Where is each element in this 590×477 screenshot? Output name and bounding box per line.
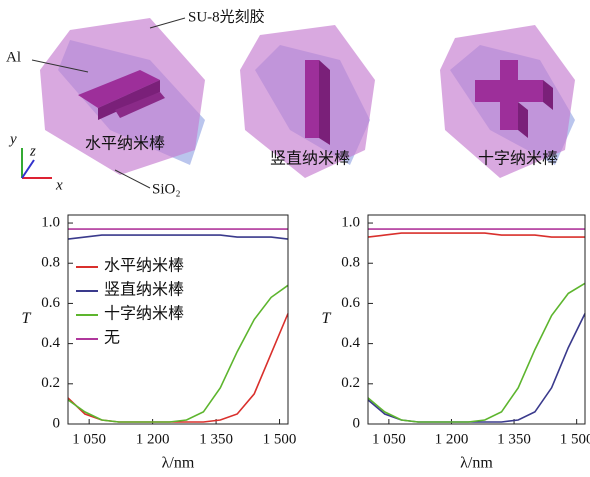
- x-tick-label: 1 050: [72, 431, 106, 447]
- y-tick-label: 0: [53, 415, 61, 431]
- legend-label: 十字纳米棒: [104, 305, 184, 323]
- x-tick-label: 1 200: [136, 431, 170, 447]
- series-line: [368, 233, 585, 237]
- y-tick-label: 1.0: [41, 214, 60, 230]
- y-tick-label: 0.4: [341, 335, 360, 351]
- series-line: [368, 283, 585, 422]
- x-tick-label: 1 350: [199, 431, 233, 447]
- label: Al: [6, 49, 21, 65]
- x-axis-label: λ/nm: [460, 455, 493, 472]
- y-tick-label: 0.6: [41, 295, 60, 311]
- legend-label: 竖直纳米棒: [104, 281, 184, 299]
- x-tick-label: 1 050: [372, 431, 406, 447]
- leader: [115, 170, 150, 188]
- y-tick-label: 0.6: [341, 295, 360, 311]
- page: SU-8光刻胶 Al SiO₂ x y z 水平纳米棒 竖直纳米棒 十字纳米棒 …: [0, 0, 590, 477]
- axis-label: y: [8, 131, 17, 147]
- figure: SU-8光刻胶 Al SiO₂ x y z 水平纳米棒 竖直纳米棒 十字纳米棒 …: [0, 0, 590, 477]
- y-tick-label: 0.2: [341, 375, 360, 391]
- axis-label: z: [29, 143, 36, 159]
- y-tick-label: 0.4: [41, 335, 60, 351]
- leader: [150, 18, 185, 28]
- y-tick-label: 0.2: [41, 375, 60, 391]
- axis-arrow: [22, 160, 34, 178]
- x-tick-label: 1 500: [263, 431, 297, 447]
- legend-label: 水平纳米棒: [104, 257, 184, 275]
- y-tick-label: 0.8: [41, 255, 60, 271]
- series-line: [68, 235, 288, 239]
- legend-label: 无: [104, 330, 120, 347]
- y-axis-label: T: [22, 310, 32, 327]
- panel-label: 十字纳米棒: [478, 150, 558, 168]
- series-line: [68, 314, 288, 423]
- y-tick-label: 0.8: [341, 255, 360, 271]
- y-axis-label: T: [322, 310, 332, 327]
- x-tick-label: 1 500: [560, 431, 590, 447]
- x-tick-label: 1 350: [497, 431, 531, 447]
- plot-frame: [368, 215, 585, 424]
- axis-label: x: [55, 177, 63, 193]
- panel-label: 水平纳米棒: [85, 135, 165, 153]
- label: SU-8光刻胶: [188, 8, 265, 25]
- y-tick-label: 1.0: [341, 214, 360, 230]
- label: SiO₂: [152, 181, 181, 197]
- panel-label: 竖直纳米棒: [270, 150, 350, 168]
- series-line: [368, 314, 585, 423]
- x-axis-label: λ/nm: [162, 455, 195, 472]
- y-tick-label: 0: [353, 415, 361, 431]
- x-tick-label: 1 200: [435, 431, 469, 447]
